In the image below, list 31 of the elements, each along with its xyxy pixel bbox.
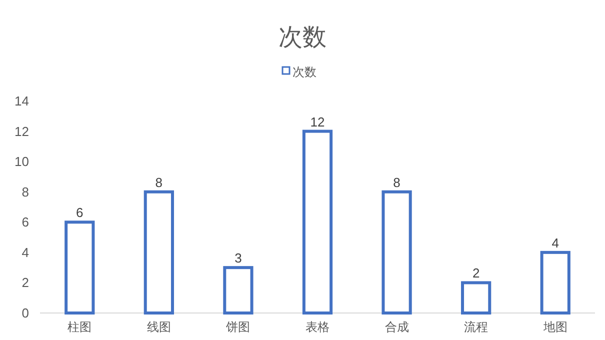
data-label: 6 (76, 205, 84, 220)
x-tick-label: 地图 (542, 320, 568, 334)
x-tick-label: 流程 (464, 320, 488, 334)
bar (302, 130, 333, 314)
data-label: 8 (393, 174, 400, 190)
chart-title: 次数 (278, 24, 326, 51)
x-tick-label: 线图 (146, 320, 171, 334)
y-tick-label: 0 (22, 306, 29, 320)
y-tick-label: 2 (22, 275, 29, 290)
bar (461, 281, 492, 314)
x-tick-label: 饼图 (225, 320, 250, 334)
y-tick-label: 6 (22, 214, 29, 230)
x-tick-label: 合成 (384, 320, 409, 334)
legend-label: 次数 (292, 65, 316, 79)
y-tick-label: 14 (14, 94, 29, 108)
bar (223, 266, 254, 314)
y-tick-label: 8 (22, 184, 29, 200)
y-tick-label: 12 (14, 124, 29, 139)
bar (144, 190, 174, 314)
bar (382, 190, 412, 314)
data-label: 2 (472, 266, 480, 281)
data-label: 12 (310, 114, 325, 130)
x-tick-label: 柱图 (68, 320, 92, 334)
bar (540, 250, 570, 314)
x-tick-label: 表格 (306, 320, 330, 334)
data-label: 4 (552, 235, 559, 250)
bar (64, 220, 95, 314)
data-label: 3 (234, 250, 242, 266)
y-tick-label: 4 (22, 244, 29, 260)
y-tick-label: 10 (14, 154, 29, 170)
data-label: 8 (155, 174, 163, 190)
